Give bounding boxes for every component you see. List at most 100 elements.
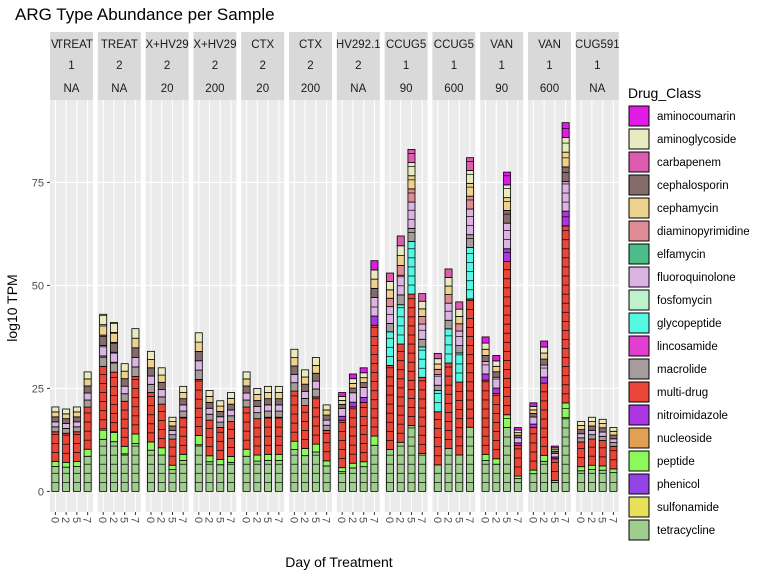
strip-label: 1: [498, 60, 504, 72]
bar-segment-tetracycline: [322, 465, 331, 492]
bar-segment-fluoroquinolone: [407, 201, 416, 229]
bar-segment-fluoroquinolone: [264, 404, 273, 412]
bar-segment-macrolide: [120, 393, 129, 402]
bar-segment-peptide: [227, 456, 235, 463]
bar-segment-fluoroquinolone: [168, 429, 177, 436]
legend-item: fluoroquinolone: [628, 266, 736, 288]
strip-label: 1: [451, 60, 457, 72]
legend-label: aminocoumarin: [657, 111, 736, 123]
bar-segment-macrolide: [131, 366, 140, 377]
bar-segment-macrolide: [433, 384, 442, 391]
bar-segment-cephamycin: [577, 425, 586, 431]
bar-segment-aminoglycoside: [587, 416, 596, 423]
legend-item: nucleoside: [628, 427, 712, 449]
bar-segment-macrolide: [587, 434, 596, 440]
x-tick-label: 7: [320, 517, 332, 523]
bar-segment-tetracycline: [370, 444, 379, 492]
x-tick-label: 5: [452, 517, 464, 523]
x-tick-label: 0: [144, 517, 156, 523]
strip-background: [241, 32, 285, 100]
strip-background: [336, 32, 380, 100]
bar-segment-aminoglycoside: [242, 371, 251, 380]
bar-segment-cephalosporin: [253, 400, 262, 407]
strip-label: 90: [495, 83, 508, 95]
bar-segment-glycopeptide: [407, 241, 416, 295]
bar-segment-diaminopyrimidine: [455, 323, 464, 332]
bar-segment-fluoroquinolone: [253, 406, 262, 414]
bar-segment-carbapenem: [386, 272, 394, 282]
x-tick-label: 0: [383, 517, 395, 523]
bar-segment-aminoglycoside: [386, 281, 394, 291]
bar-segment-cephalosporin: [359, 382, 368, 388]
legend-label: diaminopyrimidine: [657, 226, 750, 238]
bar-segment-multi-drug: [72, 431, 81, 462]
facet-strip: X+HV29 2 20: [145, 32, 189, 100]
bar-segment-cephalosporin: [577, 429, 586, 435]
bar-segment-fluoroquinolone: [179, 404, 188, 412]
bar-segment-diaminopyrimidine: [418, 316, 427, 325]
legend-label: aminoglycoside: [657, 134, 736, 146]
bar-segment-cephamycin: [455, 316, 464, 325]
bar-segment-tetracycline: [418, 452, 427, 492]
bar-segment-cephalosporin: [51, 416, 60, 423]
bar-segment-glycopeptide: [466, 247, 474, 300]
bar-segment-cephalosporin: [147, 367, 155, 377]
bar-segment-aminoglycoside: [301, 369, 310, 378]
bar-segment-peptide: [109, 431, 118, 443]
strip-label: CCUG5: [386, 39, 426, 51]
bar-segment-multi-drug: [120, 400, 129, 447]
bar-segment-macrolide: [418, 338, 427, 348]
bar-segment-cephamycin: [242, 378, 251, 387]
bar-segment-macrolide: [157, 396, 166, 405]
strip-background: [575, 32, 619, 100]
bar-segment-carbapenem: [444, 268, 453, 278]
bar-segment-multi-drug: [587, 438, 596, 466]
bar-segment-aminoglycoside: [157, 367, 166, 376]
bar-segment-nitroimidazole: [370, 315, 379, 326]
legend-item: macrolide: [628, 358, 707, 380]
bar-segment-aminocoumarin: [370, 260, 379, 271]
bar-segment-glycopeptide: [386, 331, 394, 366]
bar-segment-aminoglycoside: [577, 420, 586, 426]
bar-segment-cephamycin: [274, 392, 283, 400]
bar-segment-multi-drug: [386, 365, 394, 450]
bar-segment-tetracycline: [407, 425, 416, 492]
legend-item: glycopeptide: [628, 312, 722, 334]
legend-item: aminocoumarin: [628, 105, 736, 127]
bar-segment-macrolide: [290, 382, 299, 392]
strip-label: 600: [444, 83, 463, 95]
bar-segment-fluoroquinolone: [561, 181, 570, 212]
bar-segment-nitroimidazole: [503, 248, 512, 262]
facet-strip: CTX 2 200: [289, 32, 332, 100]
bar-segment-cephamycin: [444, 285, 453, 295]
bar-segment-multi-drug: [550, 458, 559, 481]
bar-segment-aminocoumarin: [529, 402, 538, 407]
bar-segment-peptide: [492, 458, 501, 465]
bar-segment-macrolide: [466, 234, 474, 248]
bar-segment-aminoglycoside: [481, 342, 490, 350]
bar-segment-cephamycin: [62, 413, 71, 420]
x-tick-label: 2: [585, 517, 597, 523]
bar-segment-macrolide: [168, 434, 177, 440]
bar-segment-cephamycin: [227, 397, 235, 405]
bar-segment-fluoroquinolone: [481, 361, 490, 375]
bar-segment-cephamycin: [386, 289, 394, 299]
bar-segment-multi-drug: [242, 406, 251, 450]
legend-label: elfamycin: [657, 249, 706, 261]
bar-segment-peptide: [83, 448, 92, 457]
bar-segment-multi-drug: [274, 416, 283, 455]
bar-segment-multi-drug: [577, 441, 586, 468]
bar-segment-cephalosporin: [492, 371, 501, 378]
bar-segment-cephamycin: [492, 365, 501, 373]
x-tick-label: 7: [511, 517, 523, 523]
bar-segment-multi-drug: [264, 416, 273, 455]
bar-segment-glycopeptide: [418, 346, 427, 378]
bar-segment-peptide: [290, 440, 299, 450]
legend-label: carbapenem: [657, 157, 721, 169]
strip-label: VAN: [490, 39, 513, 51]
strip-label: 2: [259, 60, 265, 72]
